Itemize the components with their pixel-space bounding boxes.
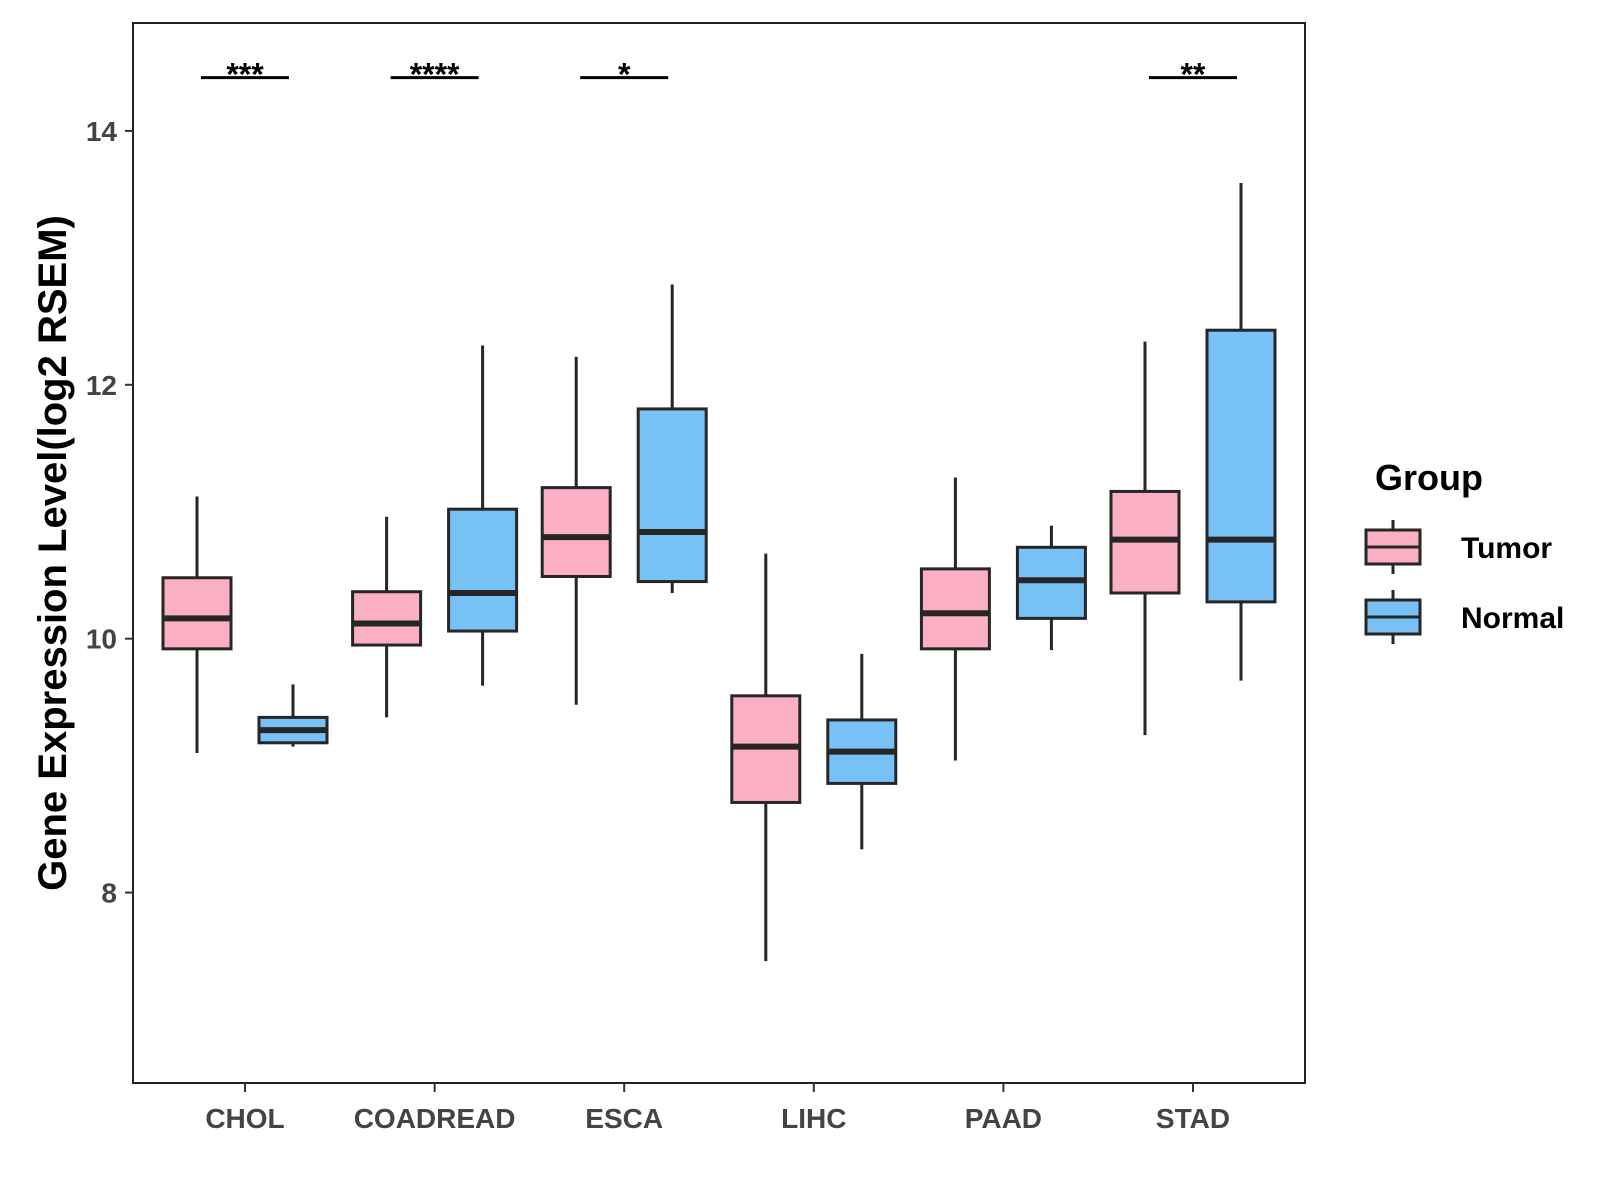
axis-layer: 8 10 12 14 CHOL COADREAD ESCA LIHC PAAD STAD [86,22,1306,1134]
x-tick-label: LIHC [781,1103,846,1134]
legend-item-normal: Normal [1364,590,1564,644]
plot-layer: *** **** * ** [161,57,1277,962]
significance-label: * [618,57,631,93]
x-tick-label: PAAD [965,1103,1042,1134]
legend-label: Normal [1461,602,1564,635]
x-tick-label: ESCA [585,1103,663,1134]
legend-title: Group [1375,457,1483,498]
box-iqr [540,486,612,578]
box-tumor-stad [1109,341,1181,736]
legend-item-tumor: Tumor [1364,520,1552,574]
x-tick-label: COADREAD [354,1103,516,1134]
box-normal-stad [1205,182,1277,681]
box-iqr [636,407,708,584]
significance-chol: *** [201,57,289,93]
y-tick-label: 12 [86,370,117,401]
box-iqr [161,576,233,651]
legend: Group Tumor Normal [1364,457,1564,644]
plot-panel-border [132,22,1306,1084]
box-iqr [351,590,423,647]
significance-coadread: **** [390,57,479,93]
box-normal-coadread [447,345,519,686]
significance-label: ** [1181,57,1206,93]
box-iqr [447,507,519,633]
legend-label: Tumor [1461,532,1552,565]
y-tick-label: 14 [86,116,118,147]
significance-label: **** [410,57,460,93]
significance-label: *** [226,57,264,93]
significance-stad: ** [1149,57,1237,93]
box-tumor-coadread [351,516,423,718]
box-normal-lihc [826,653,898,850]
box-normal-esca [636,284,708,593]
x-tick-label: STAD [1156,1103,1230,1134]
box-tumor-chol [161,496,233,753]
box-normal-chol [257,684,329,747]
box-tumor-esca [540,356,612,705]
box-iqr [919,567,991,651]
box-tumor-lihc [730,553,802,962]
x-tick-label: CHOL [205,1103,284,1134]
box-iqr [1205,328,1277,604]
y-tick-label: 8 [101,878,117,909]
box-normal-paad [1015,525,1087,651]
y-axis-title: Gene Expression Level(log2 RSEM) [31,215,75,891]
y-tick-label: 10 [86,624,117,655]
box-tumor-paad [919,477,991,761]
significance-esca: * [580,57,669,93]
